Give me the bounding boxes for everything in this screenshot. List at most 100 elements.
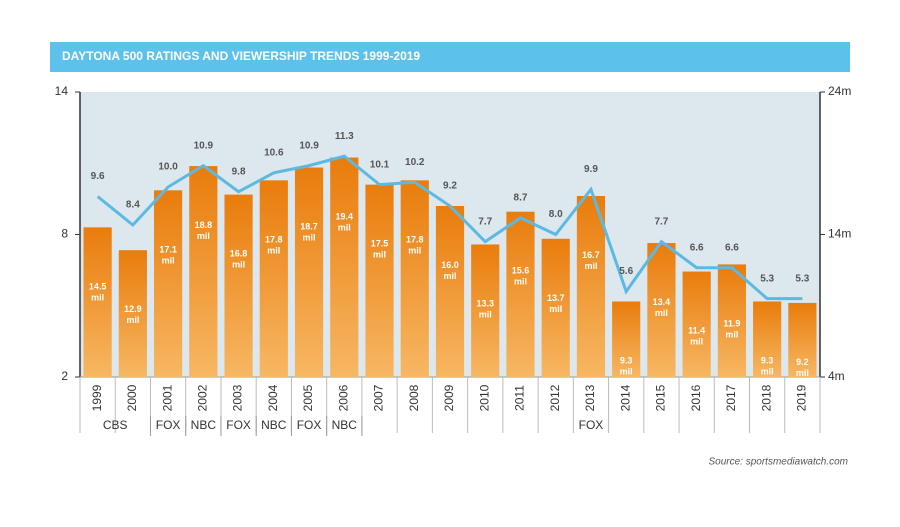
bar xyxy=(788,302,817,377)
bar-value-label: 18.8 mil xyxy=(195,220,213,241)
x-tick-label: 2010 xyxy=(477,384,491,411)
network-label: FOX xyxy=(579,418,604,432)
x-tick-label: 2013 xyxy=(583,384,597,411)
line-value-label: 8.7 xyxy=(514,193,528,204)
line-value-label: 9.2 xyxy=(443,181,457,192)
bar-value-label: 12.9 mil xyxy=(124,305,142,326)
line-value-label: 10.0 xyxy=(158,162,178,173)
x-tick-label: 2015 xyxy=(654,384,668,411)
line-value-label: 10.2 xyxy=(405,157,425,168)
bar xyxy=(118,250,147,377)
x-tick-label: 2008 xyxy=(407,384,421,411)
line-value-label: 10.1 xyxy=(370,159,390,170)
line-value-label: 9.9 xyxy=(584,164,598,175)
bar xyxy=(83,227,112,377)
title-bar xyxy=(50,42,850,72)
x-tick-label: 2000 xyxy=(125,384,139,411)
line-value-label: 11.3 xyxy=(335,131,354,142)
line-value-label: 5.6 xyxy=(619,266,633,277)
bar xyxy=(259,180,288,377)
bar xyxy=(541,238,570,377)
line-value-label: 10.6 xyxy=(264,147,284,158)
bar-value-label: 9.2 mil xyxy=(796,357,809,378)
x-tick-label: 2005 xyxy=(301,384,315,411)
bar-value-label: 17.1 mil xyxy=(159,245,177,266)
x-tick-label: 2011 xyxy=(513,385,527,411)
x-tick-label: 2007 xyxy=(372,384,386,411)
network-label: FOX xyxy=(156,418,181,432)
network-label: FOX xyxy=(226,418,251,432)
bar-value-label: 19.4 mil xyxy=(336,212,354,233)
line-value-label: 9.6 xyxy=(91,171,105,182)
bar-value-label: 13.4 mil xyxy=(653,297,671,318)
bar xyxy=(682,271,711,377)
line-value-label: 7.7 xyxy=(478,216,492,227)
bar-value-label: 9.3 mil xyxy=(620,356,633,377)
y2-tick-label: 14m xyxy=(828,227,851,241)
line-value-label: 9.8 xyxy=(232,166,246,177)
line-value-label: 5.3 xyxy=(760,273,774,284)
line-value-label: 7.7 xyxy=(654,216,668,227)
x-tick-label: 2009 xyxy=(442,384,456,411)
x-tick-label: 2003 xyxy=(231,384,245,411)
x-tick-label: 2017 xyxy=(724,384,738,411)
bar xyxy=(647,243,676,377)
bar xyxy=(506,211,535,377)
line-value-label: 5.3 xyxy=(795,273,809,284)
bar xyxy=(471,244,500,377)
network-label: CBS xyxy=(103,418,128,432)
line xyxy=(96,154,803,301)
bar xyxy=(576,196,606,377)
bar xyxy=(753,301,782,377)
line-value-label: 6.6 xyxy=(725,242,739,253)
bar-value-label: 17.8 mil xyxy=(406,235,424,256)
bar xyxy=(717,264,746,377)
x-tick-label: 2014 xyxy=(618,384,632,411)
line-value-label: 10.9 xyxy=(299,140,319,151)
bar xyxy=(294,167,324,377)
bar-value-label: 16.7 mil xyxy=(582,250,600,271)
network-label: NBC xyxy=(261,418,287,432)
x-tick-label: 2004 xyxy=(266,384,280,411)
bar-value-label: 13.3 mil xyxy=(476,299,494,320)
bar-value-label: 17.8 mil xyxy=(265,235,283,256)
line-value-label: 10.9 xyxy=(194,140,214,151)
network-label: NBC xyxy=(191,418,217,432)
source: Source: sportsmediawatch.com xyxy=(708,457,848,468)
bar-value-label: 9.3 mil xyxy=(761,356,774,377)
x-tick-label: 2019 xyxy=(795,384,809,411)
bar-value-label: 18.7 mil xyxy=(300,222,318,243)
line-value-label: 8.0 xyxy=(549,209,563,220)
bar xyxy=(435,206,465,377)
y-tick-label: 14 xyxy=(55,84,69,98)
x-tick-label: 2006 xyxy=(336,384,350,411)
bar-value-label: 13.7 mil xyxy=(547,293,565,314)
bar xyxy=(224,194,253,377)
x-tick-label: 2012 xyxy=(548,384,562,411)
bar xyxy=(400,180,429,377)
bar-value-label: 14.5 mil xyxy=(89,282,107,303)
x-tick-label: 2018 xyxy=(759,384,773,411)
bar-value-label: 16.8 mil xyxy=(230,249,248,270)
bar-value-label: 17.5 mil xyxy=(371,239,389,260)
y-tick-label: 8 xyxy=(61,227,68,241)
x-tick-label: 1999 xyxy=(90,384,104,411)
network-label: NBC xyxy=(332,418,358,432)
y2-tick-label: 24m xyxy=(828,84,851,98)
y-tick-label: 2 xyxy=(61,369,68,383)
network-label: FOX xyxy=(297,418,322,432)
bar-value-label: 16.0 mil xyxy=(441,260,459,281)
line-value-label: 6.6 xyxy=(690,242,704,253)
bar-value-label: 11.4 mil xyxy=(688,326,705,347)
y2-tick-label: 4m xyxy=(828,369,845,383)
bar-value-label: 11.9 mil xyxy=(723,319,740,340)
x-tick-label: 2001 xyxy=(160,384,174,411)
line-value-label: 8.4 xyxy=(126,200,140,211)
bar xyxy=(365,184,394,377)
bar xyxy=(612,301,641,377)
bar xyxy=(154,190,183,377)
bar xyxy=(330,157,359,377)
x-tick-label: 2002 xyxy=(196,384,210,411)
chart-title: DAYTONA 500 RATINGS AND VIEWERSHIP TREND… xyxy=(62,49,420,63)
